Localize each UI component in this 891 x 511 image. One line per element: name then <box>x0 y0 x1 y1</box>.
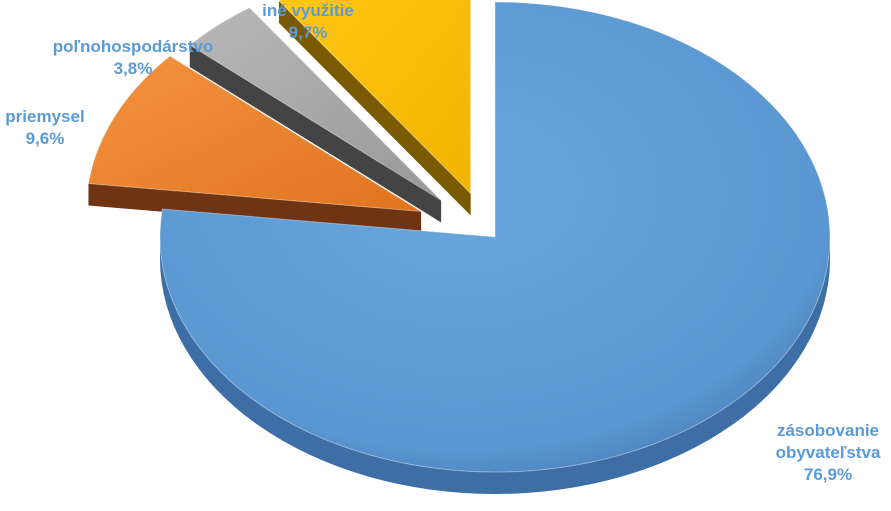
pie-slice-wall <box>88 183 422 234</box>
pie-slice-wall <box>189 44 442 223</box>
pie-slice-zásobovanie <box>159 1 831 473</box>
slice-label: priemysel 9,6% <box>5 107 84 148</box>
pie-slice-wall <box>278 0 471 216</box>
slice-label: iné využitie 9,7% <box>262 1 354 42</box>
slice-label: zásobovanie obyvateľstva 76,9% <box>776 421 881 484</box>
pie-slice-priemysel <box>87 55 422 213</box>
slice-label: poľnohospodárstvo 3,8% <box>53 37 214 78</box>
pie-slice-iné-využitie <box>278 0 472 195</box>
pie-slice-poľnohospodárstvo <box>188 7 442 201</box>
